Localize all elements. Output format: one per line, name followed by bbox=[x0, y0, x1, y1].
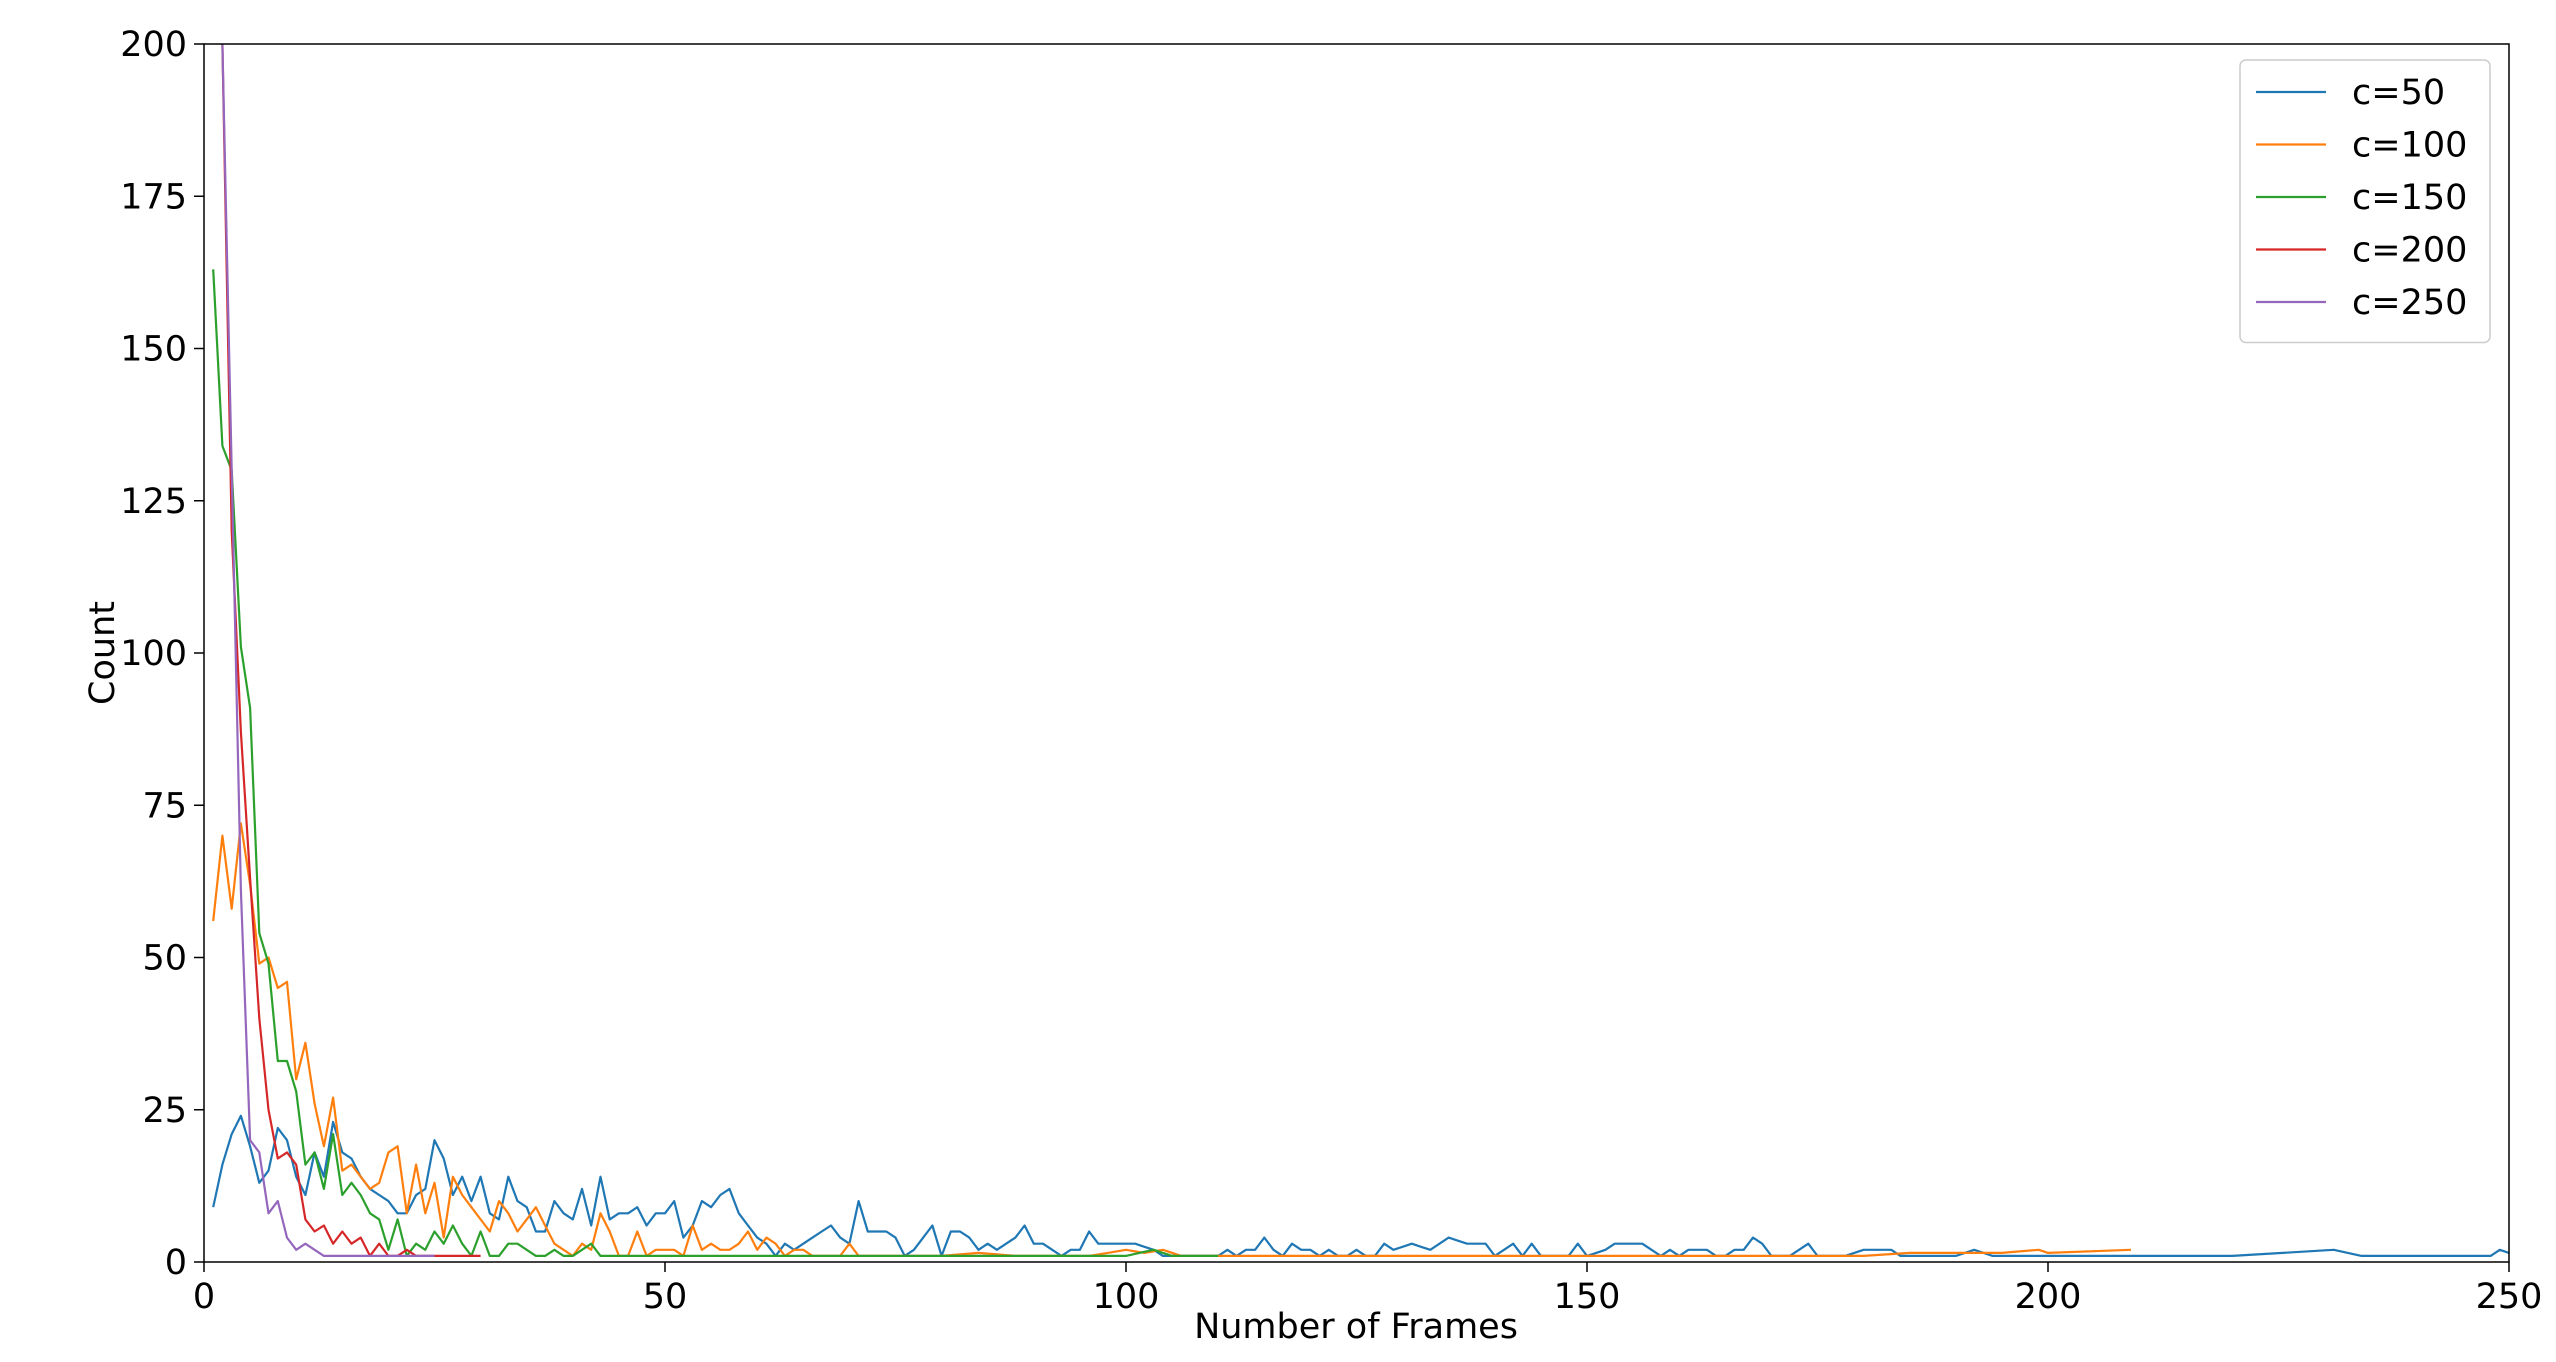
y-tick-label: 175 bbox=[120, 177, 187, 217]
x-tick-label: 0 bbox=[193, 1277, 215, 1317]
series-line-2 bbox=[212, 822, 2132, 1257]
legend-label-1: c=50 bbox=[2352, 73, 2445, 113]
series-line-4 bbox=[221, 44, 481, 1257]
y-tick-label: 0 bbox=[165, 1243, 187, 1283]
legend-label-4: c=200 bbox=[2352, 231, 2467, 271]
x-tick-label: 100 bbox=[1093, 1277, 1160, 1317]
legend-label-3: c=150 bbox=[2352, 178, 2467, 218]
y-axis: 0 25 50 75 100 125 150 175 200 bbox=[120, 25, 204, 1283]
series-line-1 bbox=[212, 1114, 2509, 1257]
legend-box bbox=[2239, 59, 2491, 344]
y-tick-label: 150 bbox=[120, 330, 187, 370]
legend-label-2: c=100 bbox=[2352, 126, 2467, 166]
x-tick-label: 150 bbox=[1554, 1277, 1621, 1317]
y-tick-label: 125 bbox=[120, 482, 187, 522]
x-tick-label: 50 bbox=[643, 1277, 688, 1317]
x-axis: 0 50 100 150 200 250 bbox=[193, 1262, 2543, 1317]
y-tick-label: 200 bbox=[120, 25, 187, 65]
y-tick-label: 75 bbox=[142, 786, 187, 826]
y-axis-label: Count bbox=[83, 601, 123, 705]
x-tick-label: 250 bbox=[2476, 1277, 2543, 1317]
y-tick-label: 50 bbox=[142, 939, 187, 979]
series-line-3 bbox=[212, 269, 1219, 1257]
series-layer bbox=[212, 44, 2509, 1257]
series-line-5 bbox=[221, 44, 435, 1257]
legend-label-5: c=250 bbox=[2352, 283, 2467, 323]
y-tick-label: 100 bbox=[120, 634, 187, 674]
x-tick-label: 200 bbox=[2015, 1277, 2082, 1317]
x-axis-label: Number of Frames bbox=[1194, 1307, 1518, 1347]
y-tick-label: 25 bbox=[142, 1091, 187, 1131]
legend: c=50 c=100 c=150 c=200 c=250 bbox=[2239, 59, 2491, 344]
plot-frame bbox=[203, 43, 2510, 1263]
